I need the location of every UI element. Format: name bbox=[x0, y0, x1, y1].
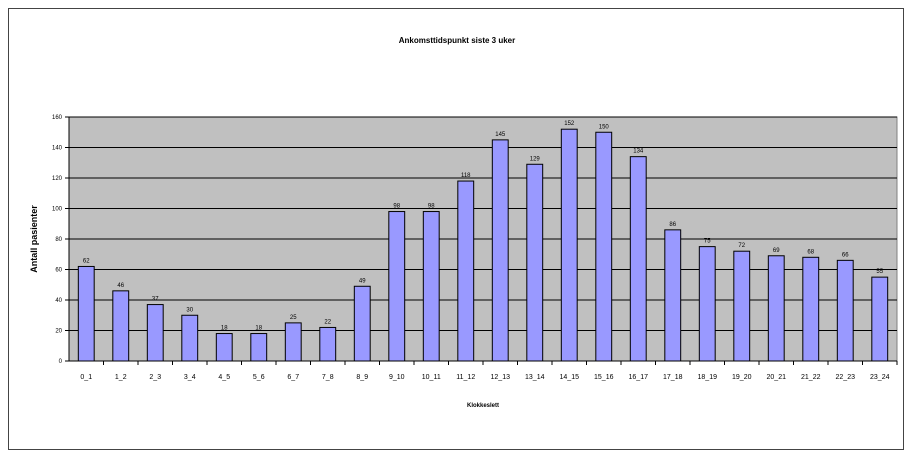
bar-17_18 bbox=[664, 229, 682, 362]
y-axis-ticks: 0 20 40 60 80 100 120 140 160 bbox=[52, 115, 69, 365]
data-label: 25 bbox=[290, 315, 297, 321]
bar-11_12 bbox=[457, 180, 475, 362]
x-tick-label: 20_21 bbox=[767, 374, 787, 381]
bar-2_3 bbox=[146, 304, 164, 362]
x-tick-label: 21_22 bbox=[801, 374, 821, 381]
x-tick-label: 4_5 bbox=[218, 374, 230, 381]
data-label: 49 bbox=[359, 278, 366, 284]
x-tick-label: 0_1 bbox=[80, 374, 92, 381]
y-tick-label: 140 bbox=[52, 146, 63, 152]
y-tick-label: 60 bbox=[55, 268, 62, 274]
data-label: 18 bbox=[221, 326, 228, 332]
bar-3_4 bbox=[181, 314, 199, 362]
x-tick-label: 11_12 bbox=[456, 374, 475, 381]
bar-22_23 bbox=[836, 259, 854, 362]
x-tick-label: 12_13 bbox=[491, 374, 511, 381]
y-tick-label: 80 bbox=[55, 237, 62, 243]
x-tick-label: 6_7 bbox=[287, 374, 299, 381]
bar-18_19 bbox=[698, 246, 716, 362]
y-tick-label: 160 bbox=[52, 115, 63, 121]
data-label: 55 bbox=[876, 269, 883, 275]
bar-5_6 bbox=[250, 333, 268, 362]
bar-21_22 bbox=[802, 256, 820, 362]
x-tick-label: 13_14 bbox=[525, 374, 545, 381]
data-label: 68 bbox=[807, 249, 814, 255]
bar-16_17 bbox=[629, 156, 647, 362]
bar-19_20 bbox=[733, 250, 751, 362]
x-tick-label: 22_23 bbox=[836, 374, 856, 381]
data-label: 46 bbox=[117, 283, 124, 289]
x-tick-label: 9_10 bbox=[389, 374, 405, 381]
bar-6_7 bbox=[284, 322, 302, 362]
data-label: 118 bbox=[461, 173, 471, 179]
y-axis-label: Antall pasienter bbox=[29, 205, 39, 273]
data-label: 86 bbox=[669, 222, 676, 228]
x-tick-label: 16_17 bbox=[629, 374, 649, 381]
x-tick-label: 2_3 bbox=[149, 374, 161, 381]
bar-0_1 bbox=[77, 265, 95, 362]
x-tick-label: 19_20 bbox=[732, 374, 752, 381]
grid-lines bbox=[69, 116, 897, 331]
bar-12_13 bbox=[491, 139, 509, 362]
data-label: 18 bbox=[255, 326, 262, 332]
data-label: 72 bbox=[738, 243, 745, 249]
x-axis-ticks: 0_1 1_2 2_3 3_4 4_5 5_6 6_7 7_8 8_9 9_10 10_11 11_1… bbox=[80, 361, 898, 381]
data-label: 150 bbox=[599, 124, 610, 130]
data-label: 134 bbox=[633, 149, 644, 155]
bar-9_10 bbox=[388, 211, 406, 362]
data-label: 37 bbox=[152, 297, 159, 303]
bar-8_9 bbox=[353, 285, 371, 362]
y-tick-label: 40 bbox=[55, 298, 62, 304]
y-tick-label: 0 bbox=[59, 359, 63, 365]
x-tick-label: 5_6 bbox=[253, 374, 265, 381]
x-tick-label: 14_15 bbox=[560, 374, 580, 381]
bar-4_5 bbox=[215, 333, 233, 362]
x-tick-label: 15_16 bbox=[594, 374, 614, 381]
x-axis-label: Klokkeslett bbox=[467, 403, 499, 409]
bar-1_2 bbox=[112, 290, 130, 362]
data-label: 145 bbox=[495, 132, 506, 138]
data-label: 98 bbox=[393, 204, 400, 210]
bar-7_8 bbox=[319, 326, 337, 362]
data-label: 75 bbox=[704, 239, 711, 245]
data-label: 66 bbox=[842, 252, 849, 258]
y-tick-label: 100 bbox=[52, 207, 63, 213]
x-tick-label: 8_9 bbox=[356, 374, 368, 381]
y-tick-label: 120 bbox=[52, 176, 63, 182]
bar-23_24 bbox=[871, 276, 889, 362]
data-label: 129 bbox=[530, 156, 541, 162]
x-tick-label: 7_8 bbox=[322, 374, 334, 381]
data-label: 98 bbox=[428, 204, 435, 210]
x-tick-label: 23_24 bbox=[870, 374, 890, 381]
bars: 62 46 37 30 18 18 25 22 49 98 98 118 145 129 152 150 134… bbox=[77, 121, 889, 362]
bar-20_21 bbox=[767, 255, 785, 362]
bar-10_11 bbox=[422, 211, 440, 362]
x-tick-label: 3_4 bbox=[184, 374, 196, 381]
data-label: 62 bbox=[83, 258, 90, 264]
x-tick-label: 17_18 bbox=[663, 374, 683, 381]
chart-title: Ankomsttidspunkt siste 3 uker bbox=[399, 36, 515, 45]
data-label: 152 bbox=[564, 121, 575, 127]
bar-13_14 bbox=[526, 163, 544, 362]
y-tick-label: 20 bbox=[55, 329, 62, 335]
data-label: 30 bbox=[186, 307, 193, 313]
data-label: 22 bbox=[324, 319, 331, 325]
x-tick-label: 18_19 bbox=[698, 374, 718, 381]
x-tick-label: 10_11 bbox=[422, 374, 441, 381]
bar-14_15 bbox=[560, 128, 578, 362]
bar-15_16 bbox=[595, 131, 613, 362]
x-tick-label: 1_2 bbox=[115, 374, 127, 381]
data-label: 69 bbox=[773, 248, 780, 254]
chart-frame: Ankomsttidspunkt siste 3 uker 62 46 37 30 18… bbox=[8, 8, 904, 450]
bar-chart: Ankomsttidspunkt siste 3 uker 62 46 37 30 18… bbox=[29, 36, 898, 409]
